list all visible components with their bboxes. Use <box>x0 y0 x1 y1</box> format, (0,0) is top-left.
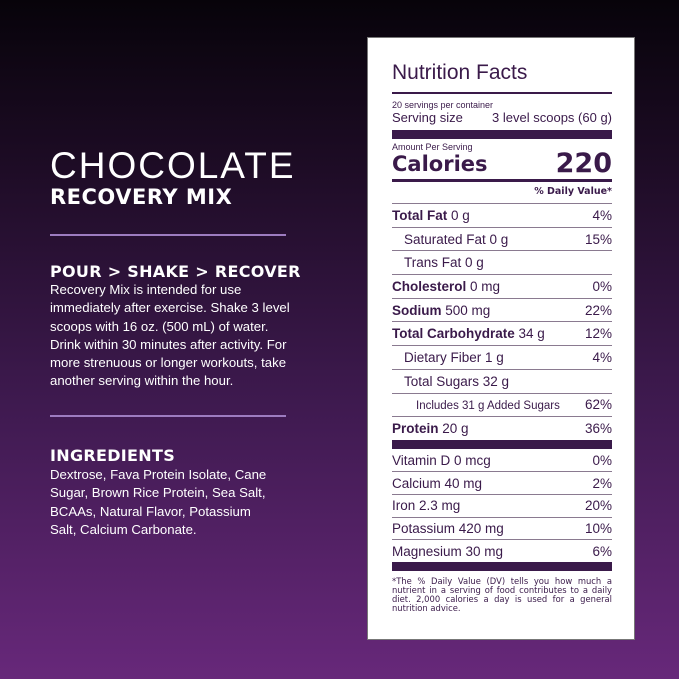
vitamin-row: Magnesium 30 mg 6% <box>392 539 612 562</box>
nutrient-label: Trans Fat 0 g <box>404 255 484 271</box>
ingredients-text: Dextrose, Fava Protein Isolate, Cane Suga… <box>50 466 350 539</box>
footnote: *The % Daily Value (DV) tells you how mu… <box>392 575 612 613</box>
nutrient-name: Sodium 500 mg <box>392 303 490 318</box>
nutrient-row: Total Carbohydrate 34 g 12% <box>392 321 612 345</box>
vitamin-dv: 20% <box>584 498 612 514</box>
nutrient-label: Sodium <box>392 302 442 318</box>
vitamin-row: Potassium 420 mg 10% <box>392 516 612 540</box>
vitamin-name: Vitamin D 0 mcg <box>392 452 491 468</box>
nutrient-row: Cholesterol 0 mg 0% <box>392 274 612 298</box>
nutrient-amount: 34 g <box>518 326 545 342</box>
vitamin-dv: 0% <box>592 452 612 468</box>
nutrient-name: Dietary Fiber 1 g <box>404 350 504 365</box>
nutrient-label: Includes 31 g Added Sugars <box>416 400 560 413</box>
ingredients-line: Dextrose, Fava Protein Isolate, Cane <box>50 467 267 482</box>
nutrient-dv: 4% <box>592 349 612 365</box>
product-title: CHOCOLATE <box>50 145 296 186</box>
vitamin-row: Calcium 40 mg 2% <box>392 471 612 494</box>
vitamin-dv: 10% <box>584 520 612 536</box>
daily-value-header: % Daily Value* <box>534 186 612 197</box>
nutrient-row: Trans Fat 0 g <box>392 250 612 274</box>
nutrient-label: Saturated Fat 0 g <box>404 231 509 247</box>
directions-line: immediately after exercise. Shake 3 leve… <box>50 300 290 316</box>
nutrient-amount: 500 mg <box>445 302 491 318</box>
nutrient-label: Total Fat <box>392 207 448 223</box>
directions-line: another serving within the hour. <box>50 373 234 389</box>
nutrient-dv: 22% <box>584 302 612 318</box>
nutrient-label: Cholesterol <box>392 278 467 294</box>
nutrient-row: Saturated Fat 0 g 15% <box>392 226 612 251</box>
nutrient-label: Dietary Fiber 1 g <box>404 349 504 365</box>
vitamin-name: Iron 2.3 mg <box>392 498 461 514</box>
directions-line: Drink within 30 minutes after activity. … <box>50 336 287 352</box>
divider <box>50 415 286 417</box>
directions-line: scoops with 16 oz. (500 mL) of water. <box>50 318 269 334</box>
vitamin-name: Magnesium 30 mg <box>392 543 504 559</box>
directions-heading: POUR > SHAKE > RECOVER <box>50 262 301 281</box>
nutrient-dv: 36% <box>584 421 612 437</box>
calories-value: 220 <box>555 148 612 179</box>
product-subtitle: RECOVERY MIX <box>50 185 233 209</box>
nutrient-name: Protein 20 g <box>392 421 469 436</box>
vitamin-dv: 6% <box>592 543 612 559</box>
divider <box>50 234 286 236</box>
servings-per-container: 20 servings per container <box>392 100 494 110</box>
ingredients-heading: INGREDIENTS <box>50 446 176 465</box>
nutrient-amount: 0 g <box>451 207 470 223</box>
nutrient-name: Saturated Fat 0 g <box>404 232 508 247</box>
nutrient-dv: 0% <box>592 278 612 294</box>
vitamin-name: Potassium 420 mg <box>392 520 504 536</box>
nutrient-amount: 0 mg <box>470 278 501 294</box>
nutrient-name: Trans Fat 0 g <box>404 255 484 270</box>
nutrient-dv: 15% <box>584 231 612 247</box>
nutrient-row: Dietary Fiber 1 g 4% <box>392 345 612 369</box>
vitamin-row: Vitamin D 0 mcg 0% <box>392 449 612 472</box>
serving-size-label: Serving size <box>392 110 463 125</box>
nutrient-dv: 62% <box>584 397 612 413</box>
nutrient-row: Total Sugars 32 g <box>392 368 612 393</box>
nutrient-name: Includes 31 g Added Sugars <box>416 397 560 412</box>
nutrient-label: Protein <box>392 421 439 437</box>
nutrient-label: Total Sugars 32 g <box>404 373 510 389</box>
nutrient-name: Cholesterol 0 mg <box>392 279 500 294</box>
nutrient-name: Total Carbohydrate 34 g <box>392 326 545 341</box>
calories-label: Calories <box>392 152 488 176</box>
nutrient-row: Includes 31 g Added Sugars 62% <box>392 392 612 417</box>
label-title: Nutrition Facts <box>392 61 528 84</box>
vitamin-row: Iron 2.3 mg 20% <box>392 494 612 517</box>
nutrient-dv: 4% <box>592 207 612 223</box>
directions-line: Recovery Mix is intended for use <box>50 282 242 297</box>
directions-text: Recovery Mix is intended for use immediat… <box>50 281 350 391</box>
vitamin-dv: 2% <box>592 475 612 491</box>
ingredients-line: BCAAs, Natural Flavor, Potassium <box>50 503 251 519</box>
nutrient-row: Total Fat 0 g 4% <box>392 203 612 227</box>
vitamin-name: Calcium 40 mg <box>392 475 483 491</box>
nutrient-dv: 12% <box>584 326 612 342</box>
nutrient-row: Protein 20 g 36% <box>392 416 612 440</box>
serving-size-value: 3 level scoops (60 g) <box>492 110 612 125</box>
nutrient-name: Total Fat 0 g <box>392 208 470 223</box>
nutrient-amount: 20 g <box>442 421 469 437</box>
nutrient-row: Sodium 500 mg 22% <box>392 297 612 322</box>
nutrition-facts-label: Nutrition Facts 20 servings per containe… <box>367 37 635 640</box>
nutrient-label: Total Carbohydrate <box>392 326 515 342</box>
nutrient-name: Total Sugars 32 g <box>404 374 509 389</box>
amount-per-serving: Amount Per Serving <box>392 142 473 152</box>
directions-line: more strenuous or longer workouts, take <box>50 355 287 371</box>
ingredients-line: Sugar, Brown Rice Protein, Sea Salt, <box>50 485 266 501</box>
ingredients-line: Salt, Calcium Carbonate. <box>50 521 197 537</box>
